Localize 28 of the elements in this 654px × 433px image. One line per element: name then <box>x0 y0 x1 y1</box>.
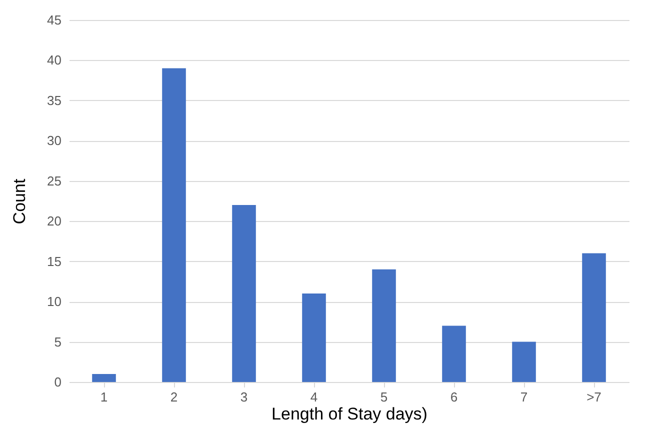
x-tick-label: 6 <box>450 390 458 404</box>
y-tick-label: 25 <box>47 173 62 188</box>
bar <box>302 294 326 382</box>
bar <box>92 374 116 382</box>
y-tick-label: 15 <box>47 254 62 269</box>
x-tick-label: 1 <box>100 390 108 404</box>
bar <box>162 68 186 382</box>
x-tick-label: 5 <box>380 390 388 404</box>
y-tick-label: 10 <box>47 294 62 310</box>
y-tick-label: 45 <box>47 12 62 28</box>
bar <box>582 253 606 382</box>
y-tick-label: 0 <box>54 374 62 390</box>
y-tick-label: 40 <box>47 52 62 68</box>
x-tick-label: 4 <box>310 390 318 404</box>
y-tick-label: 5 <box>54 334 62 350</box>
bar <box>512 342 536 382</box>
x-tick-label: >7 <box>586 390 602 404</box>
x-tick-label: 2 <box>170 390 178 404</box>
y-tick-label: 35 <box>47 92 62 108</box>
bar <box>372 269 396 382</box>
bar <box>232 205 256 382</box>
x-tick-label: 3 <box>240 390 248 404</box>
x-tick-label: 7 <box>520 390 528 404</box>
x-axis-title: Length of Stay days) <box>272 404 428 424</box>
y-tick-label: 30 <box>47 133 62 148</box>
y-tick-label: 20 <box>47 214 62 229</box>
bar <box>442 326 466 382</box>
y-axis-title: Count <box>10 178 30 224</box>
